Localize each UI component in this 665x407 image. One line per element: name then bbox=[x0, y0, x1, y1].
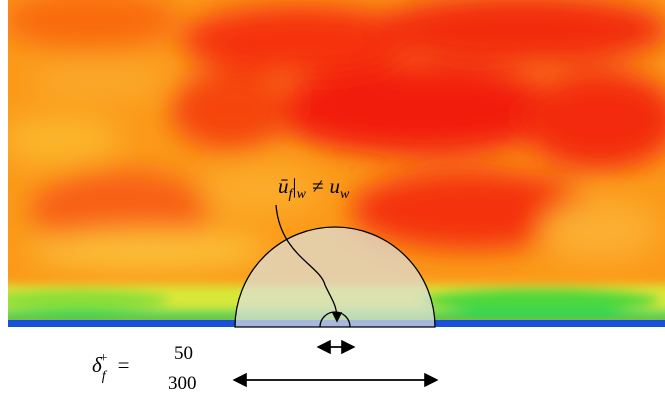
pointer-arrow bbox=[275, 204, 343, 323]
symbol-part: = bbox=[118, 353, 130, 377]
annotation-part: ≠ bbox=[312, 174, 324, 198]
symbol-part: f bbox=[102, 369, 108, 384]
symbol-part: δ bbox=[92, 353, 103, 377]
annotation-part: f bbox=[289, 187, 295, 202]
annotation-part: w bbox=[340, 187, 350, 202]
annotation: ūf|w ≠ uw bbox=[278, 174, 350, 202]
annotation-part: w bbox=[297, 187, 307, 202]
scale-symbol: δf + = bbox=[92, 351, 129, 384]
inner-region bbox=[319, 311, 351, 328]
averaging-region bbox=[234, 226, 436, 328]
symbol-part: + bbox=[100, 351, 108, 366]
flow-field bbox=[8, 0, 665, 327]
annotation-part: ū bbox=[278, 174, 289, 198]
large-width: 300 bbox=[168, 373, 197, 394]
annotation-part: | bbox=[292, 174, 296, 198]
annotation-part: u bbox=[329, 174, 340, 198]
small-width: 50 bbox=[174, 343, 193, 364]
